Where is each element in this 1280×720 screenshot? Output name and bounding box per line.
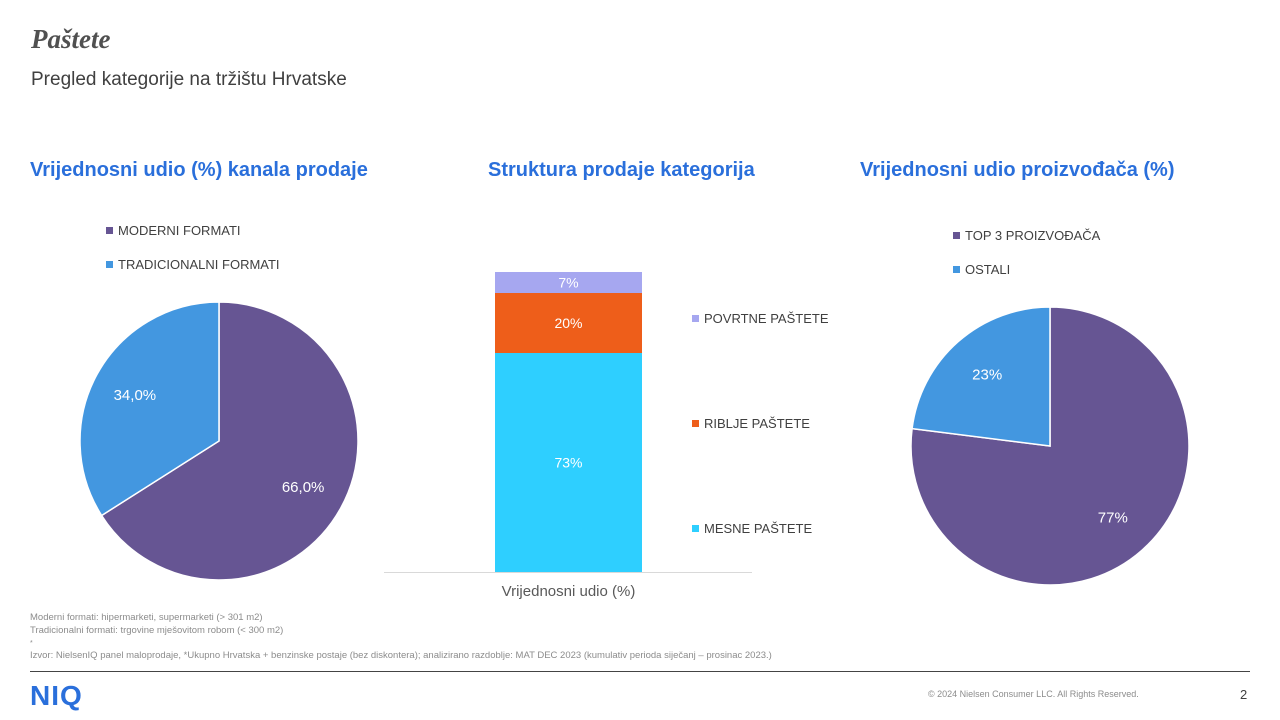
legend-swatch: [692, 420, 699, 427]
legend-label: TRADICIONALNI FORMATI: [118, 257, 280, 272]
legend-swatch: [953, 266, 960, 273]
legend-item-moderni: MODERNI FORMATI: [106, 223, 241, 238]
pie-chart-channels: 66,0% 34,0%: [79, 301, 359, 581]
legend-label: MODERNI FORMATI: [118, 223, 241, 238]
legend-item-mesne: MESNE PAŠTETE: [692, 521, 812, 536]
legend-swatch: [106, 227, 113, 234]
legend-item-ostali: OSTALI: [953, 262, 1010, 277]
niq-logo: NIQ: [30, 680, 83, 711]
pie-slice-1: [79, 301, 220, 517]
bar-data-label-1: 20%: [554, 315, 582, 331]
section-title-structure: Struktura prodaje kategorija: [488, 159, 755, 181]
note-modern-formats: Moderni formati: hipermarketi, supermark…: [30, 612, 263, 623]
bar-segment-2: [495, 272, 642, 293]
legend-label: OSTALI: [965, 262, 1011, 277]
bar-segment-1: [495, 293, 642, 353]
legend-item-riblje: RIBLJE PAŠTETE: [692, 416, 810, 431]
pie-data-label-1: 34,0%: [114, 387, 157, 404]
pie-data-label-1: 23%: [972, 367, 1002, 384]
page-subtitle: Pregled kategorije na tržištu Hrvatske: [31, 69, 347, 90]
stacked-bar-chart-structure: 73% 20% 7% Vrijednosni udio (%): [384, 272, 752, 600]
pie-data-label-0: 77%: [1098, 509, 1128, 526]
pie-chart-manufacturers: 77% 23%: [910, 306, 1190, 586]
x-axis-category-label: Vrijednosni udio (%): [502, 583, 636, 600]
section-title-channels: Vrijednosni udio (%) kanala prodaje: [30, 159, 368, 181]
section-title-manufacturers: Vrijednosni udio proizvođača (%): [860, 159, 1175, 181]
pie-slice-0: [910, 306, 1190, 586]
legend-label: RIBLJE PAŠTETE: [704, 416, 810, 431]
legend-label: TOP 3 PROIZVOĐAČA: [965, 228, 1101, 243]
note-bullet: *: [30, 640, 33, 647]
legend-item-top3: TOP 3 PROIZVOĐAČA: [953, 228, 1100, 243]
legend-swatch: [106, 261, 113, 268]
footer-divider: [30, 671, 1250, 672]
bar-segment-0: [495, 353, 642, 572]
bar-data-label-0: 73%: [554, 455, 582, 471]
pie-data-label-0: 66,0%: [282, 479, 325, 496]
note-traditional-formats: Tradicionalni formati: trgovine mješovit…: [30, 625, 284, 636]
pie-slice-0: [100, 301, 359, 581]
legend-item-tradicionalni: TRADICIONALNI FORMATI: [106, 257, 280, 272]
legend-swatch: [953, 232, 960, 239]
page-number: 2: [1240, 687, 1248, 702]
legend-label: MESNE PAŠTETE: [704, 521, 813, 536]
source-note: Izvor: NielsenIQ panel maloprodaje, *Uku…: [30, 650, 772, 661]
legend-item-povrtne: POVRTNE PAŠTETE: [692, 311, 829, 326]
copyright: © 2024 Nielsen Consumer LLC. All Rights …: [928, 689, 1139, 699]
legend-swatch: [692, 315, 699, 322]
legend-swatch: [692, 525, 699, 532]
legend-label: POVRTNE PAŠTETE: [704, 311, 829, 326]
bar-data-label-2: 7%: [558, 275, 578, 291]
page-title: Paštete: [31, 24, 111, 54]
pie-slice-1: [911, 306, 1051, 447]
